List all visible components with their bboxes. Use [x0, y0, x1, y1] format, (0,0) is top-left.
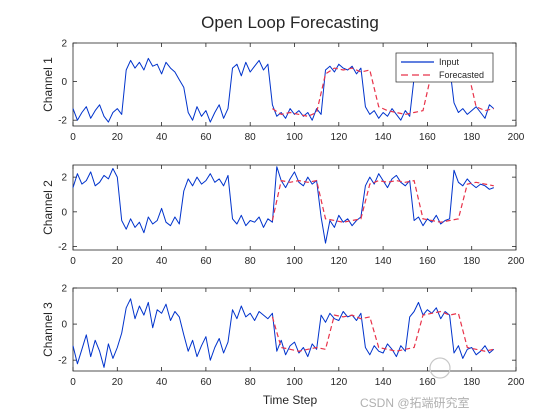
axes-box [72, 164, 517, 251]
y-tick-label: 0 [61, 207, 67, 218]
x-tick-label: 140 [375, 132, 392, 143]
watermark: CSDN @拓端研究室 [360, 357, 470, 410]
y-axis-label: Channel 1 [41, 57, 55, 112]
y-tick-label: 2 [61, 39, 67, 50]
x-tick-label: 80 [245, 132, 257, 143]
watermark-logo-icon [429, 357, 451, 379]
x-tick-label: 100 [286, 256, 303, 267]
x-tick-label: 200 [508, 256, 525, 267]
legend-forecasted-label: Forecasted [439, 70, 484, 80]
x-tick-label: 200 [508, 377, 525, 388]
x-tick-label: 60 [200, 377, 212, 388]
x-tick-label: 20 [112, 377, 124, 388]
x-tick-label: 140 [375, 377, 392, 388]
x-tick-label: 20 [112, 132, 124, 143]
y-axis-label: Channel 3 [41, 302, 55, 357]
watermark-text: CSDN @拓端研究室 [360, 395, 470, 410]
x-tick-label: 80 [245, 256, 257, 267]
x-tick-label: 20 [112, 256, 124, 267]
y-tick-label: 2 [61, 284, 67, 295]
x-tick-label: 140 [375, 256, 392, 267]
y-tick-label: 0 [61, 320, 67, 331]
x-tick-label: 160 [419, 256, 436, 267]
x-tick-label: 160 [419, 132, 436, 143]
x-tick-label: 100 [286, 132, 303, 143]
y-tick-label: -2 [58, 116, 67, 127]
x-tick-label: 120 [330, 377, 347, 388]
x-tick-label: 80 [245, 377, 257, 388]
x-tick-label: 40 [156, 132, 168, 143]
x-tick-label: 160 [419, 377, 436, 388]
legend-input-label: Input [439, 57, 460, 67]
legend: Input Forecasted [395, 52, 494, 83]
series-forecasted-line [271, 310, 494, 352]
y-tick-label: -2 [58, 242, 67, 253]
x-tick-label: 100 [286, 377, 303, 388]
x-tick-label: 0 [70, 132, 76, 143]
x-tick-label: 120 [330, 132, 347, 143]
x-tick-label: 120 [330, 256, 347, 267]
y-axis-label: Channel 2 [41, 180, 55, 235]
x-tick-label: 0 [70, 377, 76, 388]
x-tick-label: 40 [156, 256, 168, 267]
x-tick-label: 180 [463, 132, 480, 143]
x-tick-label: 200 [508, 132, 525, 143]
x-tick-label: 60 [200, 256, 212, 267]
series-input-line [72, 166, 494, 244]
x-tick-label: 40 [156, 377, 168, 388]
x-tick-label: 180 [463, 256, 480, 267]
legend-box [395, 52, 494, 83]
x-tick-label: 0 [70, 256, 76, 267]
x-axis-label: Time Step [263, 393, 318, 407]
y-tick-label: 0 [61, 77, 67, 88]
x-tick-label: 180 [463, 377, 480, 388]
y-tick-label: 2 [61, 173, 67, 184]
chart-title: Open Loop Forecasting [201, 13, 379, 32]
series-forecasted-line [271, 179, 494, 223]
y-tick-label: -2 [58, 356, 67, 367]
axes-box [72, 287, 517, 372]
x-tick-label: 60 [200, 132, 212, 143]
